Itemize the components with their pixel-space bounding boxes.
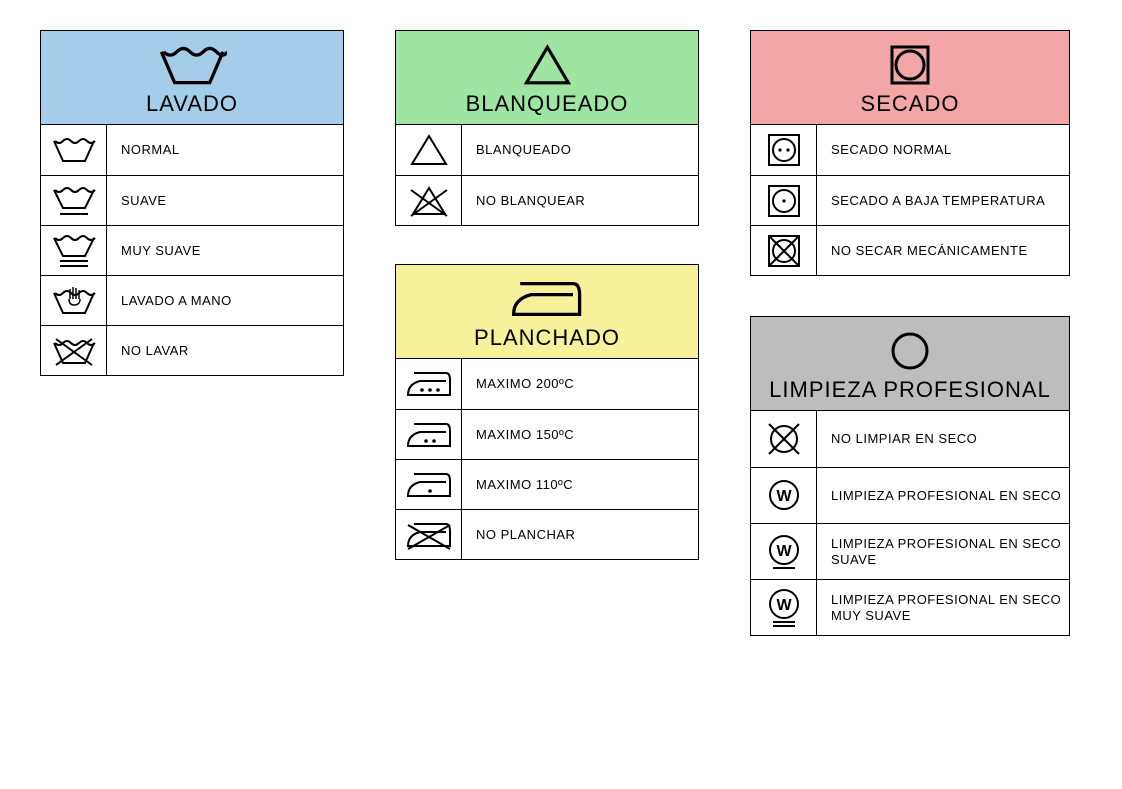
table-row: BLANQUEADO xyxy=(396,125,698,175)
wash-no-icon xyxy=(41,326,107,375)
row-label: NO LIMPIAR EN SECO xyxy=(817,411,1069,467)
table-row: W LIMPIEZA PROFESIONAL EN SECO MUY SUAVE xyxy=(751,579,1069,635)
table-row: MAXIMO 110ºC xyxy=(396,459,698,509)
panel-secado: SECADO SECADO NORMAL SECADO A BAJA TEMPE… xyxy=(750,30,1070,276)
table-row: MAXIMO 200ºC xyxy=(396,359,698,409)
panel-limpieza-header: LIMPIEZA PROFESIONAL xyxy=(751,317,1069,411)
panel-limpieza: LIMPIEZA PROFESIONAL NO LIMPIAR EN SECO … xyxy=(750,316,1070,636)
table-row: SECADO NORMAL xyxy=(751,125,1069,175)
row-label: MUY SUAVE xyxy=(107,226,343,275)
row-label: LIMPIEZA PROFESIONAL EN SECO xyxy=(817,468,1069,523)
circle-icon xyxy=(888,327,932,375)
row-label: MAXIMO 200ºC xyxy=(462,359,698,409)
clean-w-2bar-icon: W xyxy=(751,580,817,635)
row-label: NO SECAR MECÁNICAMENTE xyxy=(817,226,1069,275)
panel-planchado: PLANCHADO MAXIMO 200ºC MAXIMO 150ºC MAXI… xyxy=(395,264,699,560)
table-row: NO PLANCHAR xyxy=(396,509,698,559)
panel-blanqueado-header: BLANQUEADO xyxy=(396,31,698,125)
panel-limpieza-title: LIMPIEZA PROFESIONAL xyxy=(769,375,1051,405)
clean-w-1bar-icon: W xyxy=(751,524,817,579)
row-label: SECADO NORMAL xyxy=(817,125,1069,175)
wash-normal-icon xyxy=(41,125,107,175)
panel-lavado-title: LAVADO xyxy=(146,89,238,119)
bleach-triangle-icon xyxy=(521,41,574,89)
iron-2dot-icon xyxy=(396,410,462,459)
table-row: LAVADO A MANO xyxy=(41,275,343,325)
panel-blanqueado: BLANQUEADO BLANQUEADO NO BLANQUEAR xyxy=(395,30,699,226)
row-label: NO LAVAR xyxy=(107,326,343,375)
table-row: MAXIMO 150ºC xyxy=(396,409,698,459)
panel-planchado-header: PLANCHADO xyxy=(396,265,698,359)
panel-limpieza-rows: NO LIMPIAR EN SECO W LIMPIEZA PROFESIONA… xyxy=(751,411,1069,635)
row-label: SUAVE xyxy=(107,176,343,225)
table-row: SUAVE xyxy=(41,175,343,225)
svg-text:W: W xyxy=(776,543,792,560)
row-label: NO BLANQUEAR xyxy=(462,176,698,225)
panel-planchado-rows: MAXIMO 200ºC MAXIMO 150ºC MAXIMO 110ºC N… xyxy=(396,359,698,559)
panel-planchado-title: PLANCHADO xyxy=(474,323,620,353)
dry-1dot-icon xyxy=(751,176,817,225)
iron-3dot-icon xyxy=(396,359,462,409)
wash-basin-icon xyxy=(157,41,227,89)
panel-lavado: LAVADO NORMAL SUAVE MUY SUAVE LAVADO A M… xyxy=(40,30,344,376)
bleach-no-icon xyxy=(396,176,462,225)
svg-text:W: W xyxy=(776,488,792,505)
iron-no-icon xyxy=(396,510,462,559)
row-label: MAXIMO 110ºC xyxy=(462,460,698,509)
row-label: NO PLANCHAR xyxy=(462,510,698,559)
table-row: NO SECAR MECÁNICAMENTE xyxy=(751,225,1069,275)
table-row: NO LIMPIAR EN SECO xyxy=(751,411,1069,467)
clean-w-icon: W xyxy=(751,468,817,523)
row-label: LIMPIEZA PROFESIONAL EN SECO MUY SUAVE xyxy=(817,580,1069,635)
table-row: NO BLANQUEAR xyxy=(396,175,698,225)
panel-lavado-header: LAVADO xyxy=(41,31,343,125)
iron-1dot-icon xyxy=(396,460,462,509)
panel-secado-header: SECADO xyxy=(751,31,1069,125)
clean-no-icon xyxy=(751,411,817,467)
dry-no-icon xyxy=(751,226,817,275)
table-row: SECADO A BAJA TEMPERATURA xyxy=(751,175,1069,225)
dry-2dot-icon xyxy=(751,125,817,175)
row-label: MAXIMO 150ºC xyxy=(462,410,698,459)
panel-secado-rows: SECADO NORMAL SECADO A BAJA TEMPERATURA … xyxy=(751,125,1069,275)
panel-blanqueado-rows: BLANQUEADO NO BLANQUEAR xyxy=(396,125,698,225)
row-label: LAVADO A MANO xyxy=(107,276,343,325)
svg-text:W: W xyxy=(776,597,792,614)
table-row: NO LAVAR xyxy=(41,325,343,375)
table-row: W LIMPIEZA PROFESIONAL EN SECO SUAVE xyxy=(751,523,1069,579)
panel-lavado-rows: NORMAL SUAVE MUY SUAVE LAVADO A MANO NO … xyxy=(41,125,343,375)
wash-hand-icon xyxy=(41,276,107,325)
panel-blanqueado-title: BLANQUEADO xyxy=(466,89,629,119)
wash-gentle-icon xyxy=(41,176,107,225)
table-row: NORMAL xyxy=(41,125,343,175)
bleach-yes-icon xyxy=(396,125,462,175)
row-label: BLANQUEADO xyxy=(462,125,698,175)
table-row: MUY SUAVE xyxy=(41,225,343,275)
row-label: SECADO A BAJA TEMPERATURA xyxy=(817,176,1069,225)
panel-secado-title: SECADO xyxy=(861,89,960,119)
table-row: W LIMPIEZA PROFESIONAL EN SECO xyxy=(751,467,1069,523)
wash-verygentle-icon xyxy=(41,226,107,275)
row-label: NORMAL xyxy=(107,125,343,175)
dry-square-circle-icon xyxy=(888,41,932,89)
iron-icon xyxy=(507,275,586,323)
row-label: LIMPIEZA PROFESIONAL EN SECO SUAVE xyxy=(817,524,1069,579)
